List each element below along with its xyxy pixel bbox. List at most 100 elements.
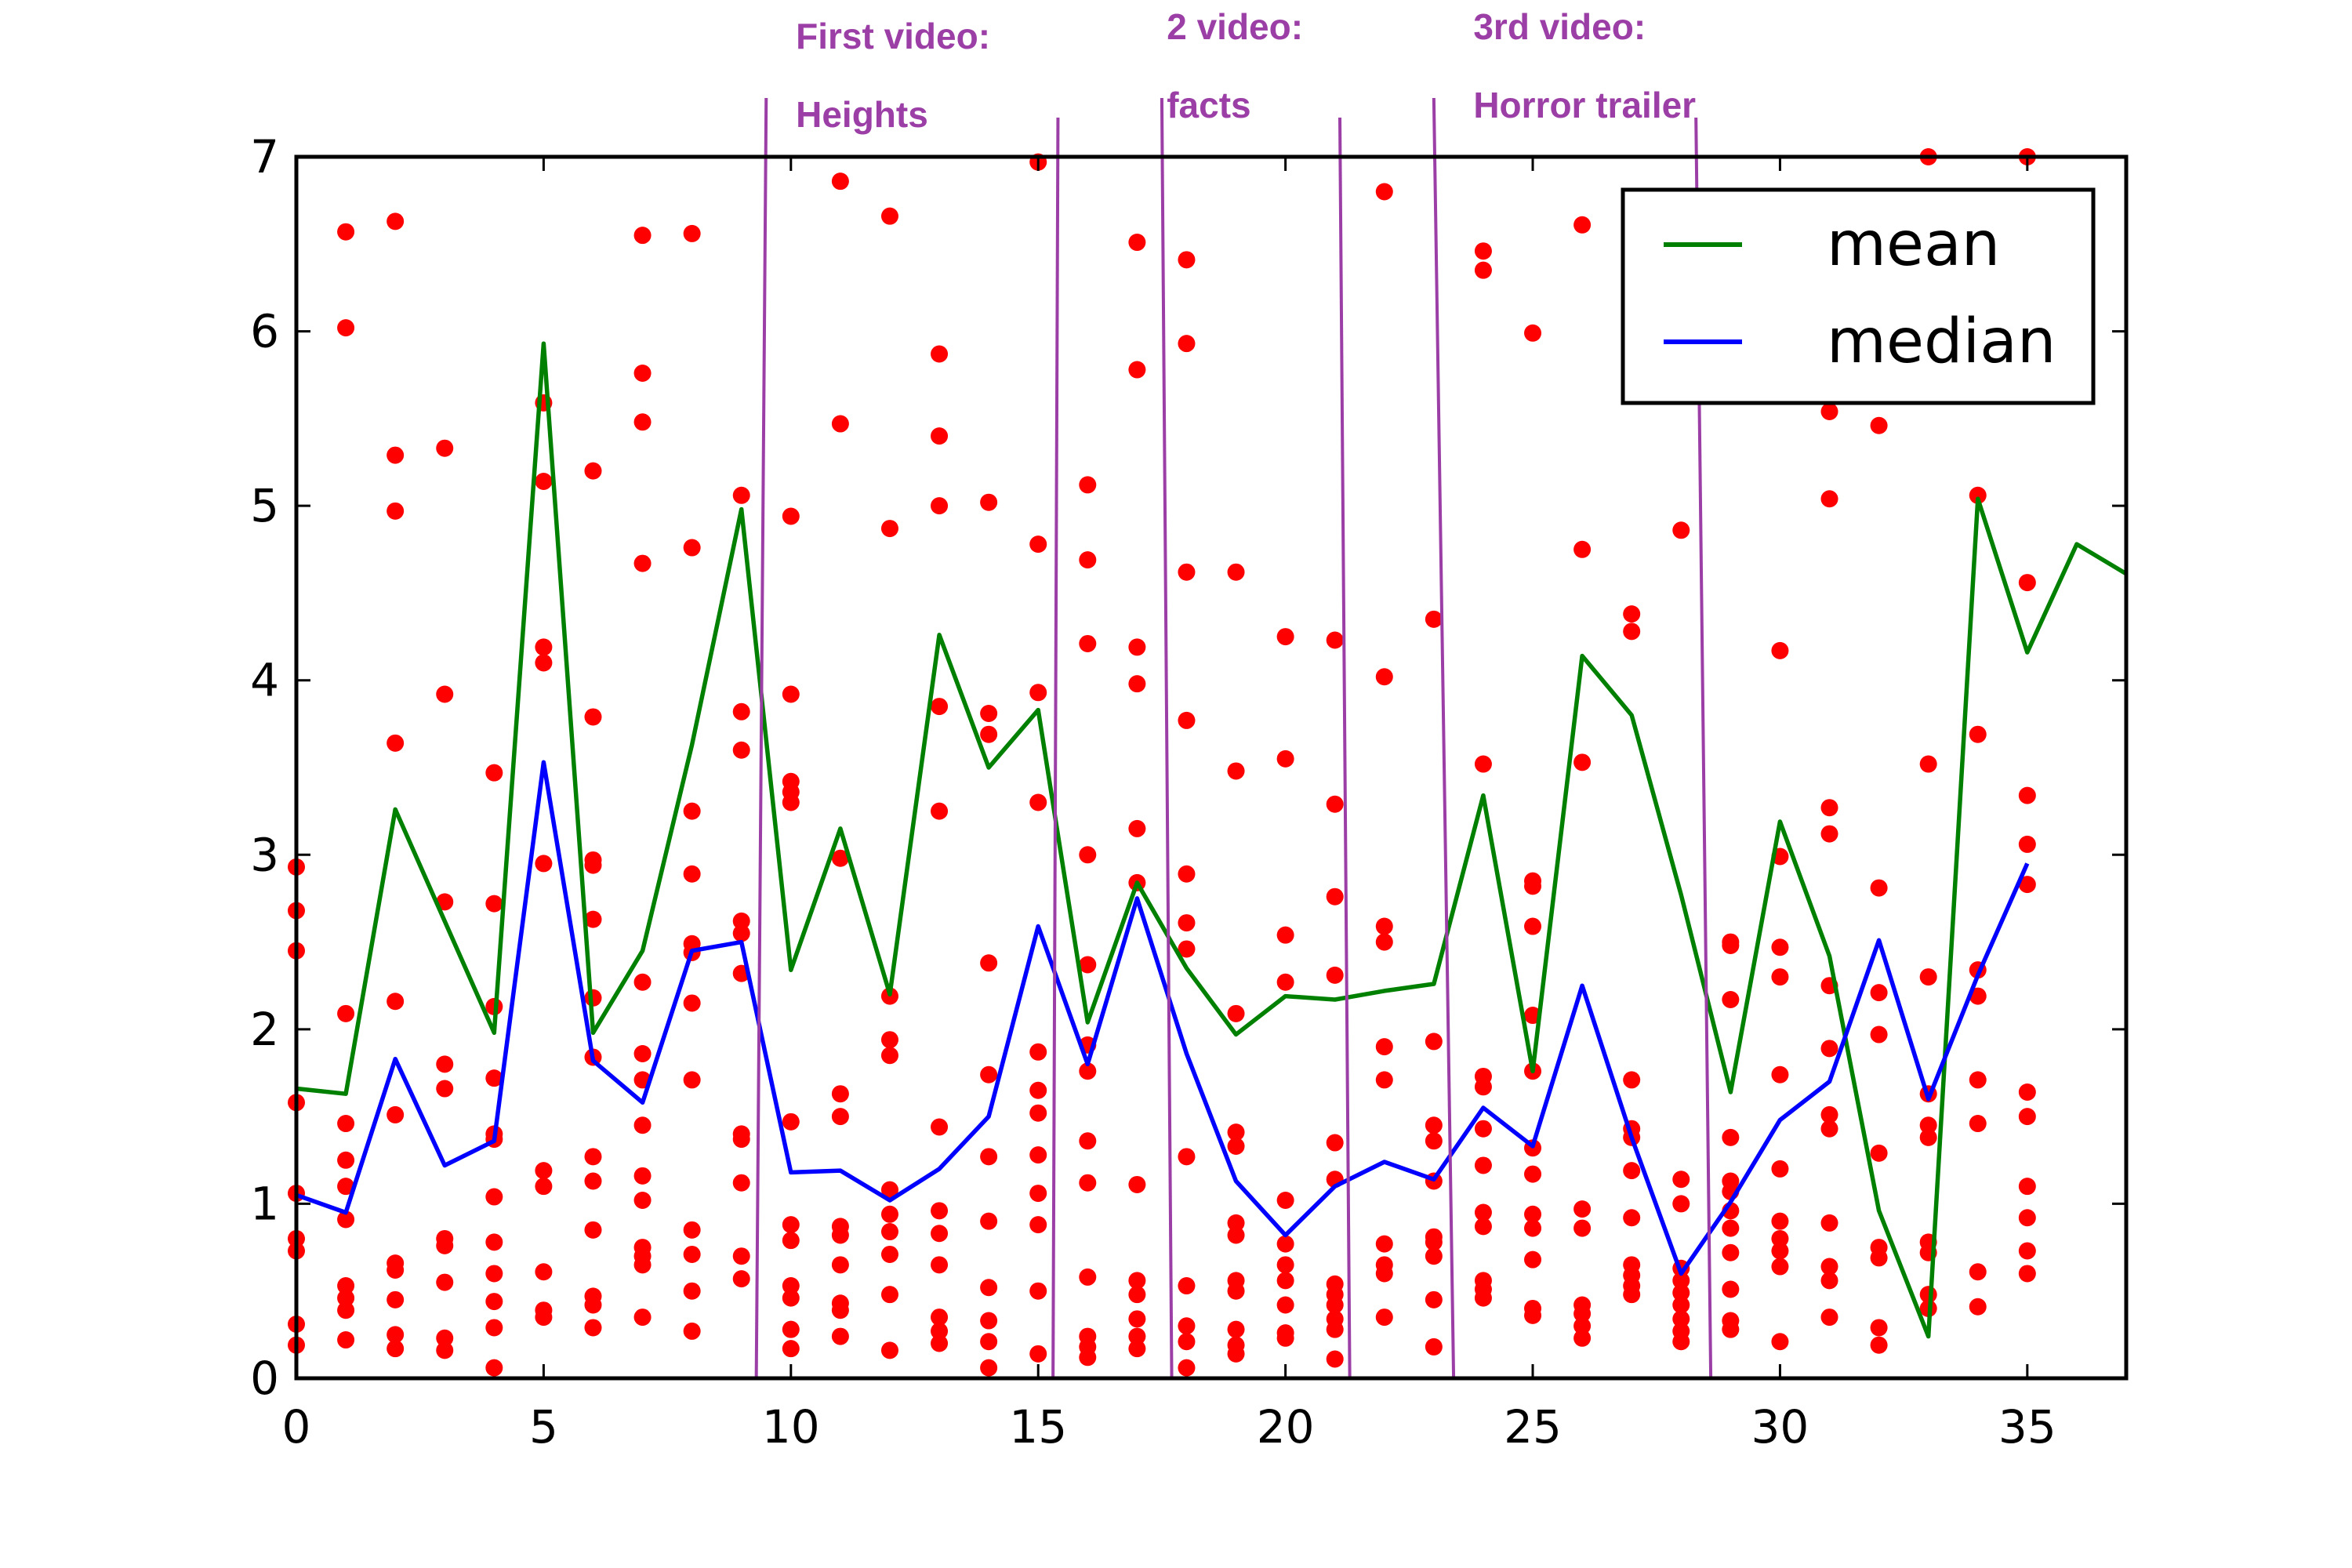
data-point — [1375, 668, 1393, 686]
video-boundary-line — [1051, 117, 1060, 1379]
data-point — [387, 1290, 405, 1308]
data-point — [633, 973, 652, 991]
median-line — [296, 760, 2030, 1276]
data-point — [633, 413, 652, 431]
data-point — [1178, 914, 1196, 932]
data-point — [1128, 1310, 1146, 1328]
data-point — [1623, 1209, 1641, 1227]
data-point — [1573, 1317, 1592, 1335]
data-point — [782, 1216, 800, 1234]
data-point — [1375, 1071, 1393, 1089]
data-point — [782, 685, 800, 703]
data-point — [782, 507, 800, 525]
data-point — [831, 849, 849, 867]
video-boundary-line — [1338, 117, 1352, 1379]
data-point — [1870, 879, 1888, 897]
data-point — [387, 1326, 405, 1344]
data-point — [1227, 1272, 1245, 1290]
data-point — [931, 1202, 949, 1220]
data-point — [931, 1118, 949, 1136]
data-point — [831, 1294, 849, 1312]
video-annotation-label: Horror trailer — [1473, 85, 1696, 125]
data-point — [1326, 631, 1344, 649]
data-point — [1919, 1116, 1937, 1134]
y-tick-label: 5 — [250, 479, 279, 532]
data-point — [1029, 684, 1047, 702]
data-point — [880, 1031, 898, 1049]
x-tick-label: 30 — [1751, 1400, 1809, 1454]
lines-layer — [296, 341, 2128, 1339]
data-point — [1820, 1272, 1838, 1290]
data-point — [1029, 1216, 1047, 1234]
data-point — [1573, 216, 1592, 234]
data-point — [337, 223, 355, 241]
data-point — [683, 1322, 701, 1340]
data-point — [1820, 1308, 1838, 1327]
data-point — [732, 1174, 750, 1192]
data-point — [1128, 361, 1146, 379]
data-point — [1722, 1243, 1740, 1261]
data-point — [980, 725, 998, 743]
data-point — [2018, 876, 2036, 894]
data-point — [1375, 1308, 1393, 1327]
data-point — [980, 1065, 998, 1083]
data-point — [1227, 1137, 1245, 1155]
data-point — [584, 1319, 602, 1337]
data-point — [1326, 1134, 1344, 1152]
data-point — [1425, 1228, 1443, 1246]
data-point — [880, 1341, 898, 1359]
data-point — [584, 1172, 602, 1190]
legend: mean median — [1621, 187, 2096, 405]
data-point — [880, 1223, 898, 1241]
data-point — [732, 702, 750, 720]
data-point — [782, 1289, 800, 1307]
data-point — [1771, 1065, 1789, 1083]
data-point — [1375, 1038, 1393, 1056]
data-point — [1969, 1263, 1987, 1281]
data-point — [1425, 1116, 1443, 1134]
data-point — [1771, 1333, 1789, 1351]
data-point — [1672, 1322, 1690, 1340]
data-point — [1722, 1172, 1740, 1190]
data-point — [683, 1221, 701, 1239]
data-point — [1326, 887, 1344, 906]
data-point — [683, 224, 701, 242]
data-point — [436, 1080, 454, 1098]
data-point — [831, 415, 849, 433]
data-point — [1276, 1296, 1294, 1314]
data-point — [732, 1247, 750, 1265]
x-tick-label: 10 — [762, 1400, 820, 1454]
data-point — [1573, 540, 1592, 558]
data-point — [1672, 1272, 1690, 1290]
data-point — [1573, 1200, 1592, 1218]
data-point — [2018, 1178, 2036, 1196]
data-point — [436, 1329, 454, 1347]
data-point — [1771, 968, 1789, 986]
data-point — [1474, 1067, 1492, 1085]
data-point — [1524, 1165, 1542, 1183]
data-point — [1672, 1283, 1690, 1301]
data-point — [1276, 973, 1294, 991]
y-tick-label: 1 — [250, 1177, 279, 1230]
data-point — [980, 1312, 998, 1330]
data-point — [1672, 1296, 1690, 1314]
data-point — [1573, 1219, 1592, 1237]
data-point — [1425, 1338, 1443, 1356]
data-point — [1276, 1235, 1294, 1253]
data-point — [1326, 1310, 1344, 1328]
data-point — [1474, 1120, 1492, 1138]
data-point — [683, 865, 701, 883]
data-point — [1079, 634, 1097, 652]
mean-line — [296, 341, 2128, 1339]
data-point — [1524, 917, 1542, 935]
data-point — [1029, 535, 1047, 554]
data-point — [2018, 1083, 2036, 1101]
data-point — [1820, 1258, 1838, 1276]
data-point — [2018, 1209, 2036, 1227]
data-point — [1227, 1336, 1245, 1354]
data-point — [1276, 628, 1294, 646]
data-point — [931, 1334, 949, 1352]
data-point — [1870, 1239, 1888, 1257]
data-point — [337, 1331, 355, 1349]
data-point — [633, 1239, 652, 1257]
